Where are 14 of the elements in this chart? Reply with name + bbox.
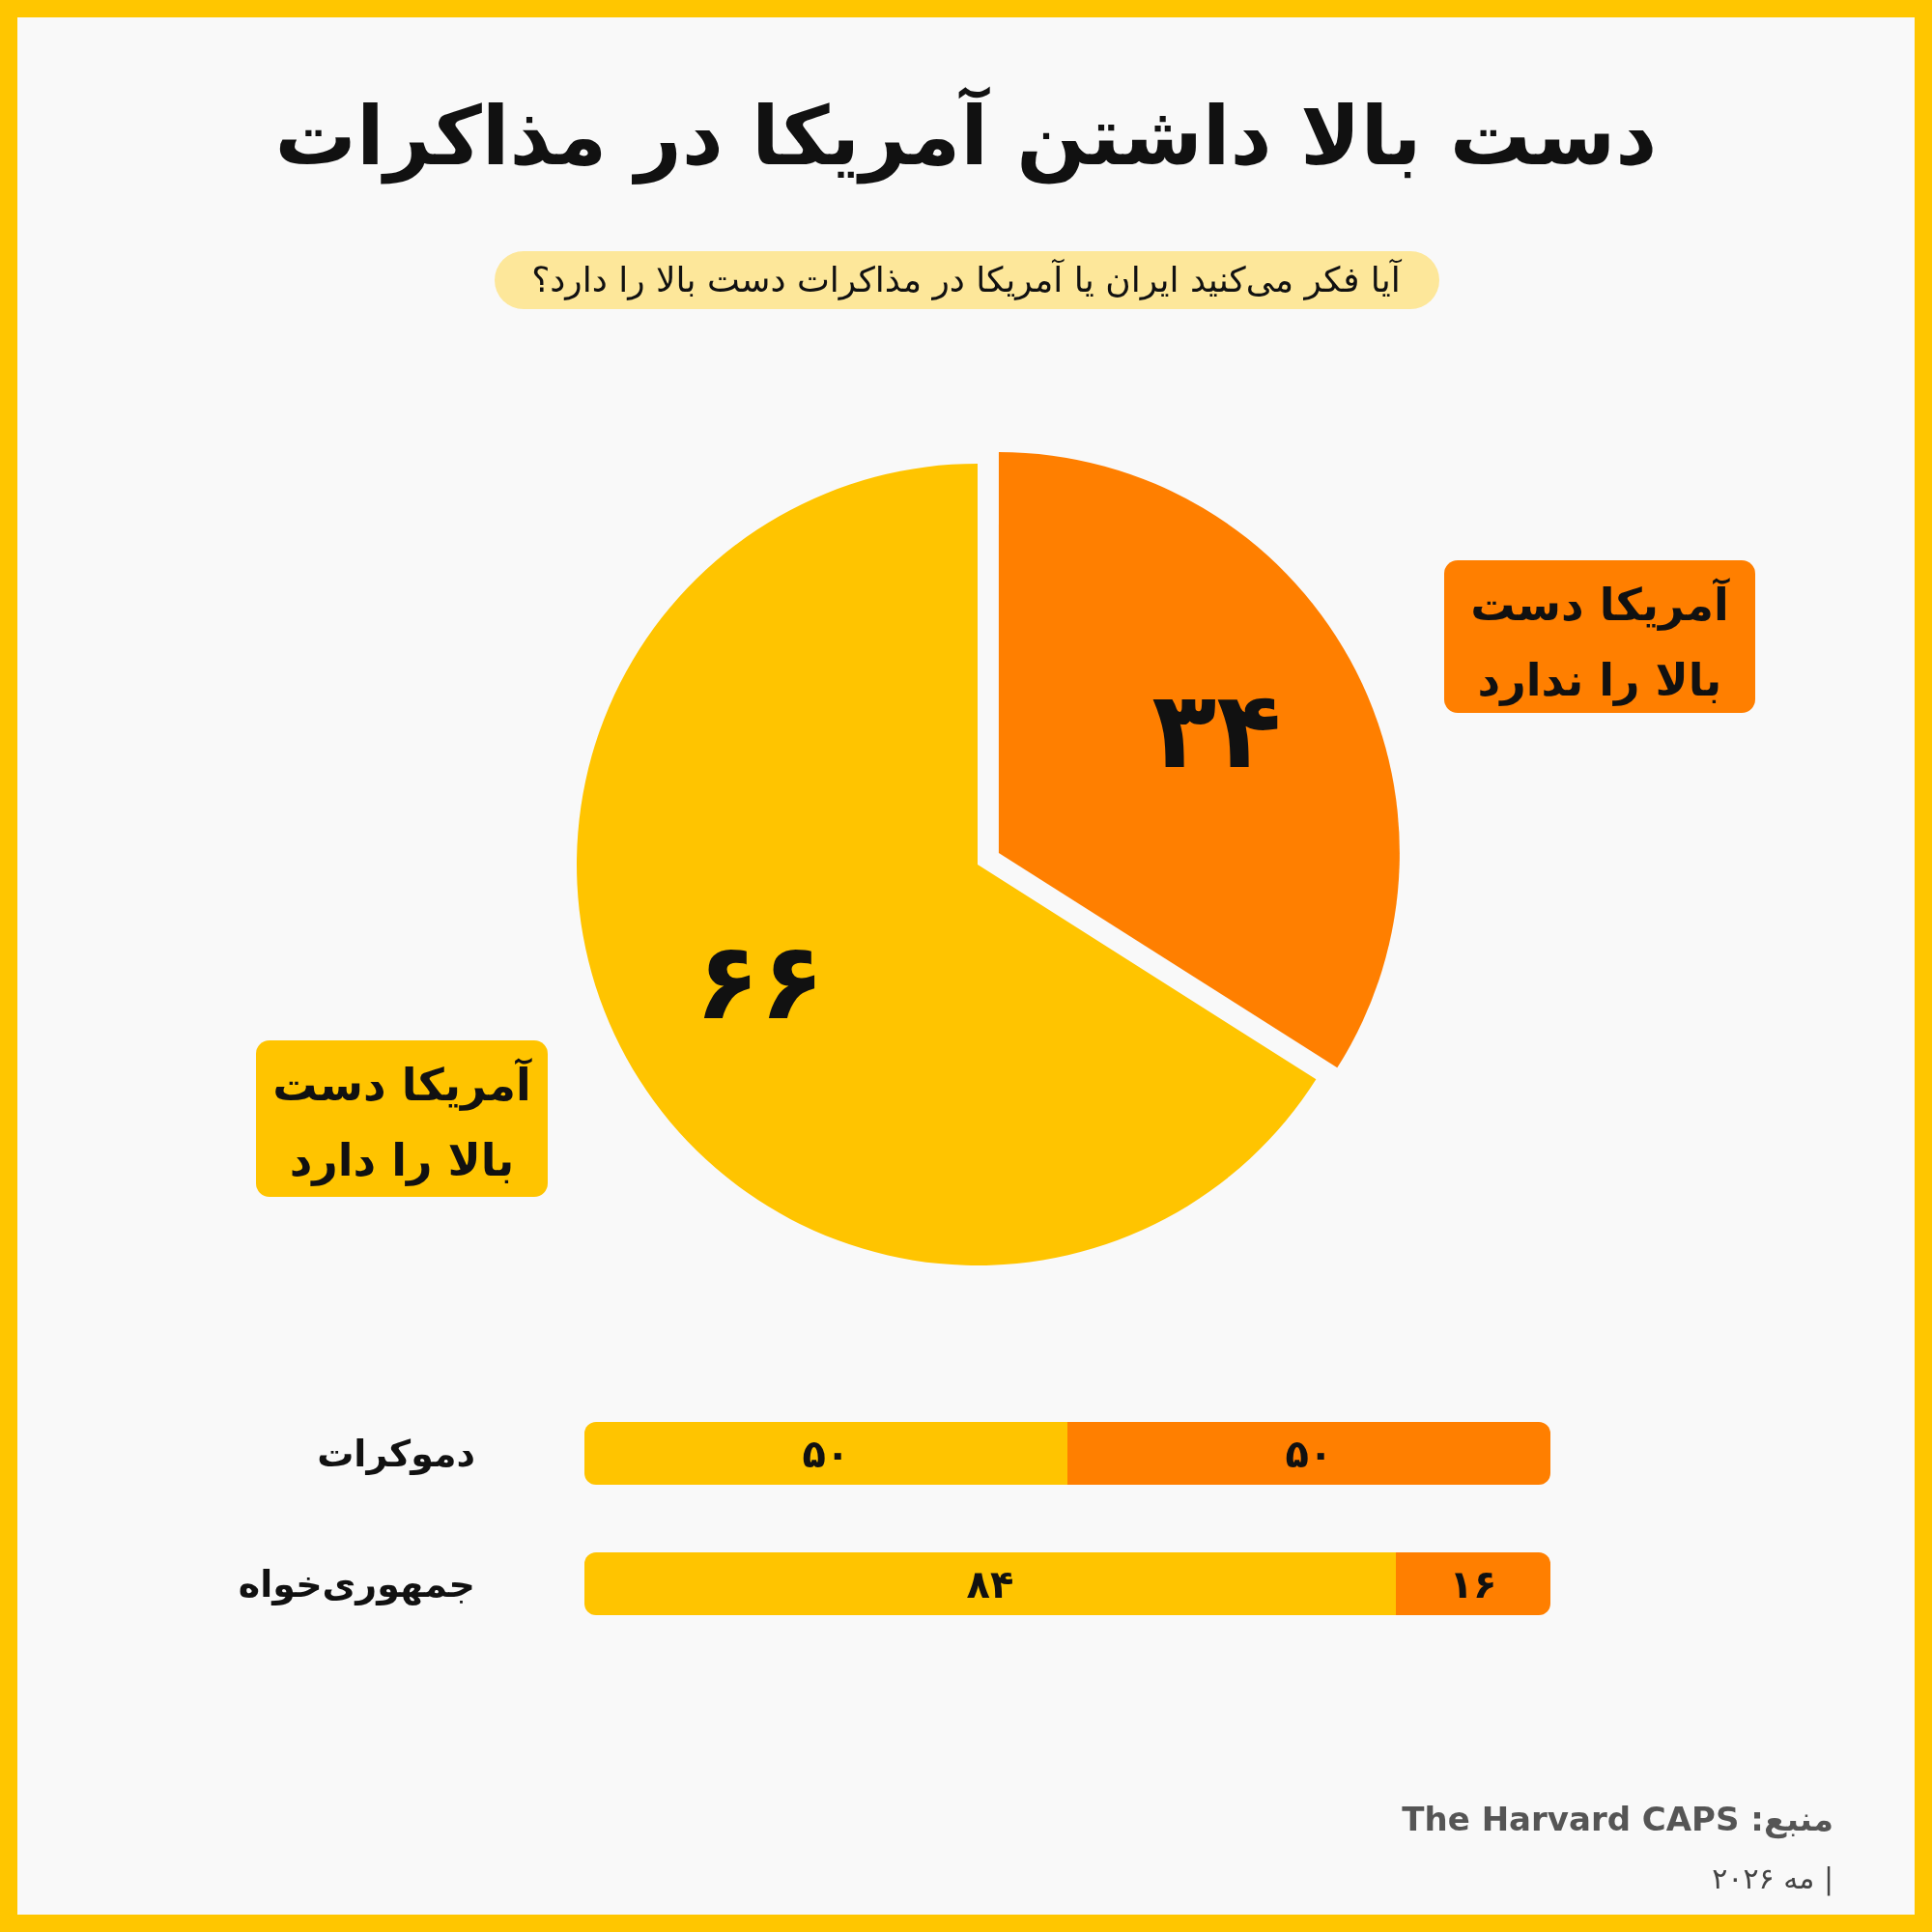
- y-tick-label: جمهوری‌خواه: [238, 1562, 475, 1605]
- data-label: ۵۰: [802, 1431, 850, 1476]
- text: | مه ۲۰۲۶: [1712, 1861, 1833, 1896]
- chart-subtitle: آیا فکر می‌کنید ایران یا آمریکا در مذاکرات دست بالا را دارد؟: [531, 258, 1403, 300]
- data-label: ۸۴: [966, 1561, 1014, 1606]
- slice-label: آمریکا دست بالا را ندارد: [1470, 578, 1731, 706]
- slice-label: آمریکا دست بالا را دارد: [272, 1058, 533, 1186]
- y-tick-label: دموکرات: [317, 1432, 475, 1475]
- data-label: ۳۴: [1151, 668, 1282, 792]
- text: منبع: The Harvard CAPS: [1402, 1800, 1833, 1839]
- data-label: ۶۶: [695, 919, 825, 1043]
- chart-title: دست بالا داشتن آمریکا در مذاکرات: [274, 86, 1658, 185]
- data-label: ۵۰: [1285, 1431, 1333, 1476]
- data-label: ۱۶: [1449, 1561, 1497, 1606]
